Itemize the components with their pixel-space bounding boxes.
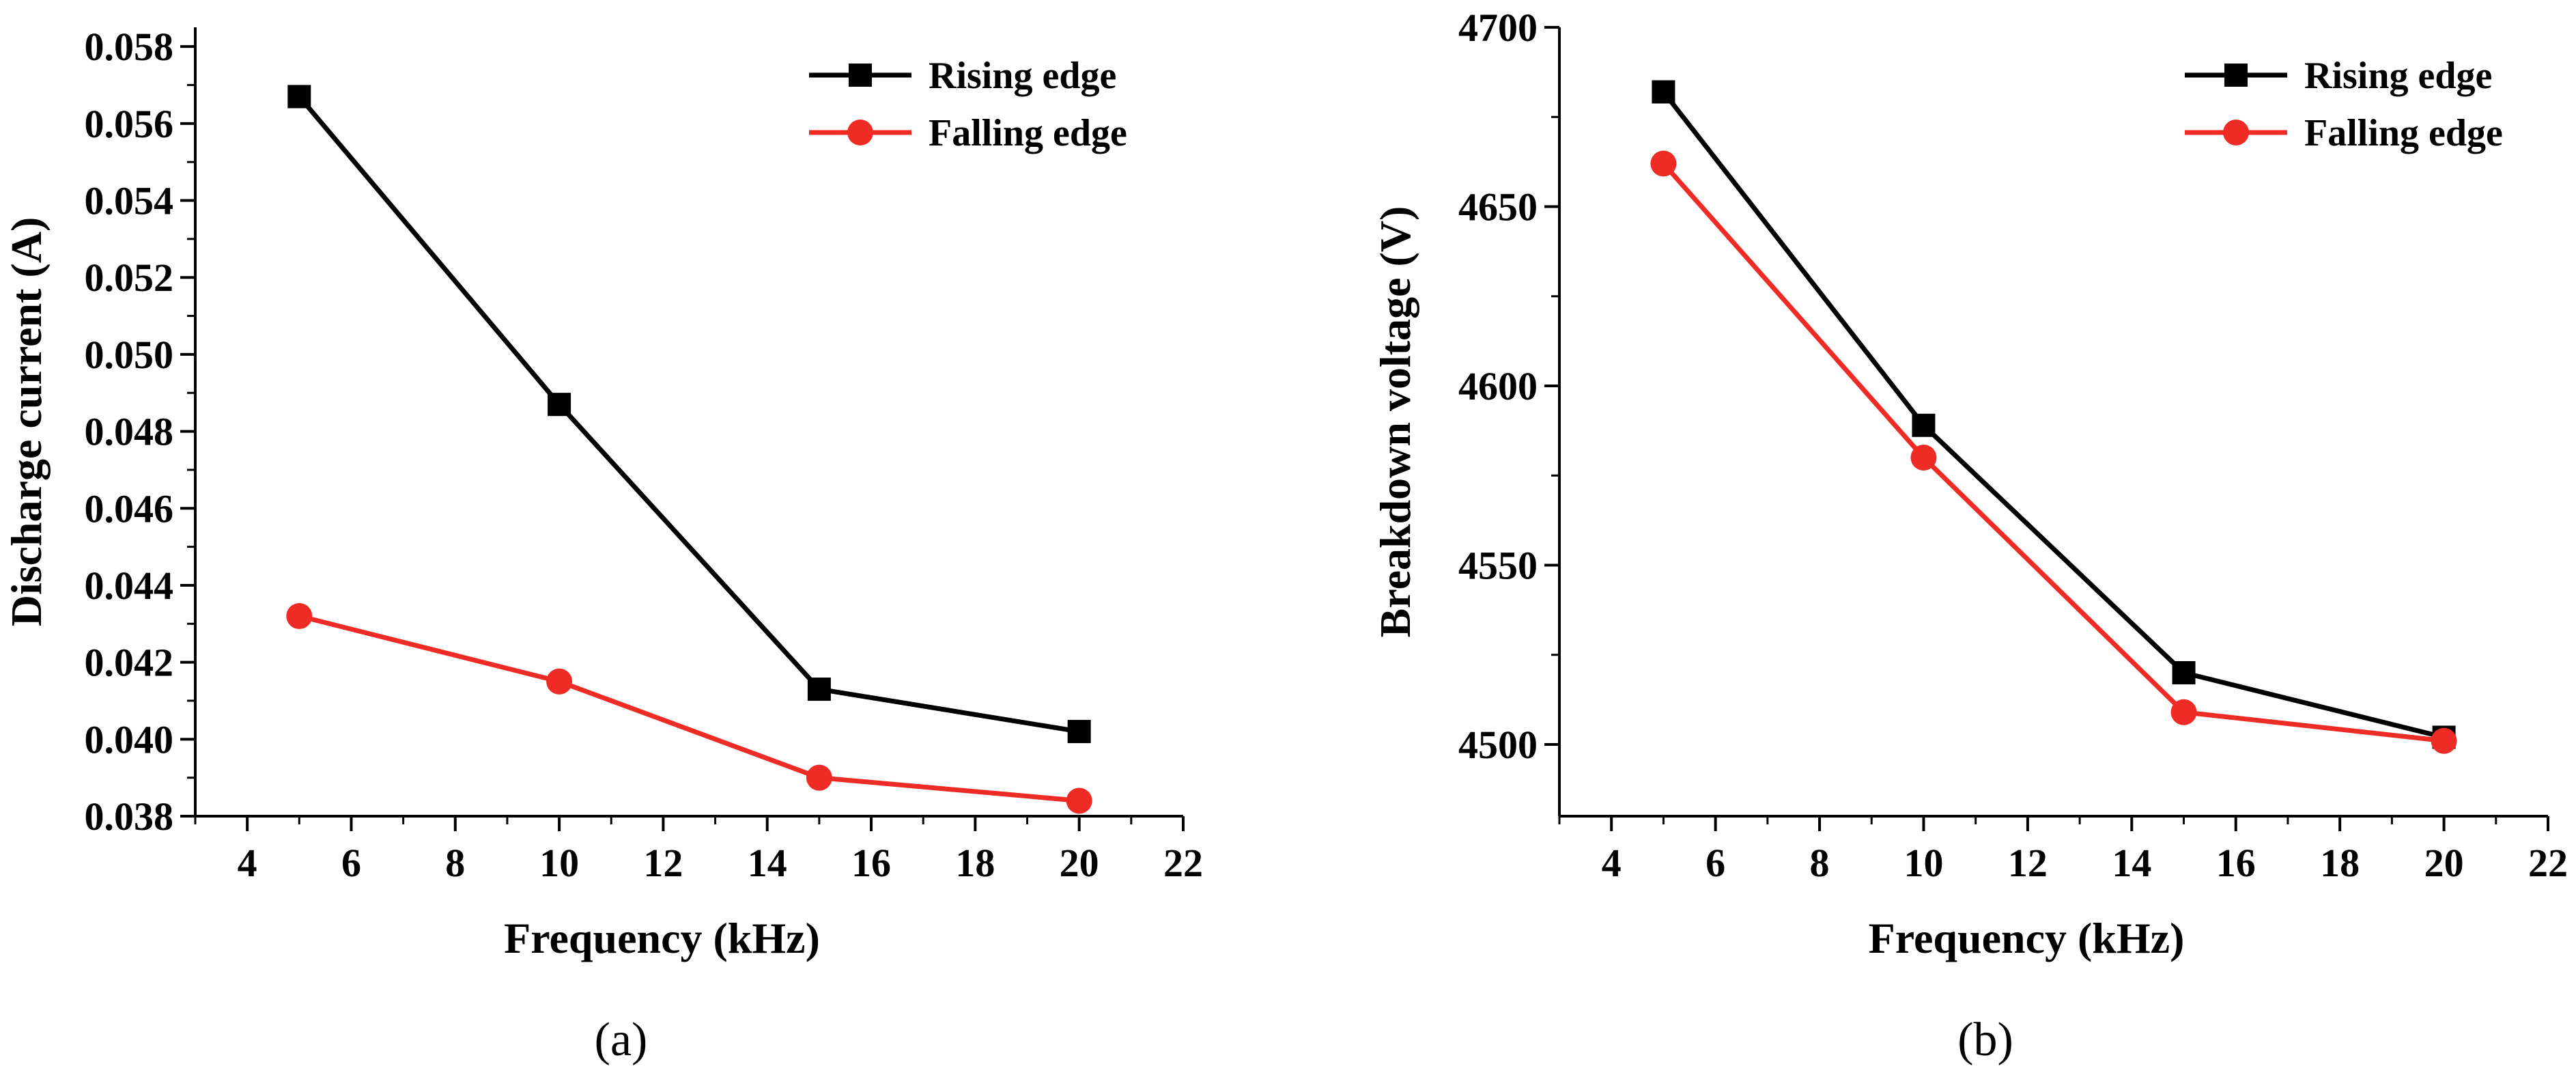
y-tick-label: 0.054 xyxy=(85,179,174,223)
x-tick-label: 16 xyxy=(2216,841,2256,885)
series-line-falling xyxy=(298,613,1079,803)
legend-label: Rising edge xyxy=(929,55,1116,97)
y-tick-label: 0.044 xyxy=(85,563,174,608)
x-tick-label: 14 xyxy=(748,841,787,885)
data-point-rising xyxy=(1652,80,1675,104)
x-tick-label: 22 xyxy=(1163,841,1203,885)
x-tick-label: 8 xyxy=(445,841,465,885)
series-line-rising xyxy=(297,95,1080,734)
x-tick-label: 12 xyxy=(2008,841,2048,885)
x-tick-label: 6 xyxy=(341,841,361,885)
y-tick-label: 4500 xyxy=(1458,723,1538,767)
legend-marker-square xyxy=(849,64,872,87)
data-point-rising xyxy=(287,85,311,109)
x-tick-label: 16 xyxy=(851,841,891,885)
y-tick-label: 0.046 xyxy=(85,486,174,531)
x-tick-label: 10 xyxy=(539,841,579,885)
x-tick-label: 10 xyxy=(1903,841,1943,885)
data-point-falling xyxy=(2170,699,2197,725)
y-tick-label: 4550 xyxy=(1458,544,1538,588)
y-tick-label: 4650 xyxy=(1458,185,1538,229)
panel-label: (a) xyxy=(595,1014,648,1066)
y-tick-label: 0.038 xyxy=(85,794,174,839)
data-point-falling xyxy=(1650,150,1677,177)
data-point-falling xyxy=(1066,787,1092,814)
chart-panel-b: 4 6 8 10 12 14 16 18 20 22 4500 4550 4600 4650 4700 Fre… xyxy=(1371,5,2568,1066)
data-point-rising xyxy=(548,393,571,417)
data-point-rising xyxy=(1912,413,1936,437)
y-tick-label: 0.052 xyxy=(85,255,174,300)
data-point-rising xyxy=(1067,720,1091,744)
y-tick-label: 4700 xyxy=(1458,5,1538,50)
x-tick-label: 8 xyxy=(1810,841,1830,885)
data-point-falling xyxy=(1910,445,1937,471)
x-tick-label: 22 xyxy=(2528,841,2568,885)
y-tick-label: 4600 xyxy=(1458,364,1538,408)
legend-label: Rising edge xyxy=(2304,55,2492,97)
x-tick-label: 4 xyxy=(1602,841,1622,885)
chart-panel-a: 4 6 8 10 12 14 16 18 20 22 0.038 0.040 0.042 0.044 0.0… xyxy=(2,25,1203,1066)
data-point-falling xyxy=(286,603,313,630)
x-tick-label: 18 xyxy=(2320,841,2360,885)
y-tick-label: 0.056 xyxy=(85,102,174,146)
x-axis-title: Frequency (kHz) xyxy=(1869,914,2185,962)
x-tick-label: 14 xyxy=(2112,841,2151,885)
data-point-falling xyxy=(2431,727,2457,754)
y-tick-label: 0.048 xyxy=(85,410,174,454)
y-tick-label: 0.058 xyxy=(85,25,174,69)
y-tick-label: 0.040 xyxy=(85,717,174,762)
legend-label: Falling edge xyxy=(929,112,1127,154)
series-line-falling xyxy=(1661,162,2444,744)
x-tick-label: 4 xyxy=(238,841,257,885)
x-axis-title: Frequency (kHz) xyxy=(504,914,820,962)
x-tick-label: 18 xyxy=(955,841,995,885)
x-tick-label: 20 xyxy=(2424,841,2464,885)
series-line-rising xyxy=(1661,90,2445,740)
panel-label: (b) xyxy=(1957,1014,2013,1066)
y-tick-label: 0.042 xyxy=(85,641,174,685)
legend-marker-circle xyxy=(2223,120,2249,145)
data-point-falling xyxy=(546,668,573,695)
y-axis-title: Discharge current (A) xyxy=(2,217,51,627)
data-point-falling xyxy=(806,764,832,791)
y-tick-label: 0.050 xyxy=(85,333,174,377)
x-tick-label: 12 xyxy=(643,841,683,885)
legend-marker-circle xyxy=(847,120,873,145)
x-tick-label: 20 xyxy=(1060,841,1099,885)
data-point-rising xyxy=(807,678,831,701)
legend-marker-square xyxy=(2224,64,2248,87)
x-tick-label: 6 xyxy=(1705,841,1725,885)
y-axis-title: Breakdown voltage (V) xyxy=(1371,206,1419,638)
data-point-rising xyxy=(2172,661,2196,684)
legend-label: Falling edge xyxy=(2304,112,2503,154)
